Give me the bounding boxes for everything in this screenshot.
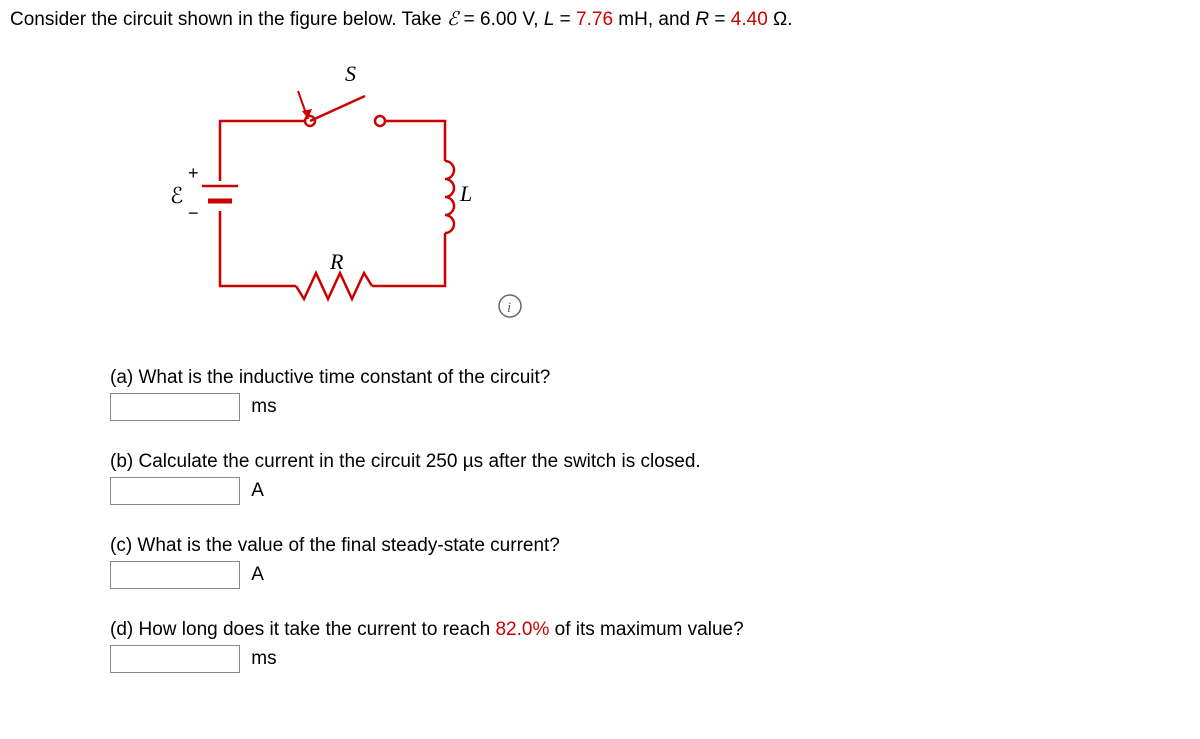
intro-prefix: Consider the circuit shown in the figure… (10, 9, 447, 30)
eps-eq: = 6.00 V, (458, 9, 543, 30)
inductor-label: L (459, 181, 472, 206)
question-intro: Consider the circuit shown in the figure… (10, 8, 1190, 31)
part-c-text: (c) What is the value of the final stead… (110, 535, 1190, 557)
part-a-input[interactable] (110, 393, 240, 421)
part-d-text: (d) How long does it take the current to… (110, 619, 1190, 641)
part-c-input[interactable] (110, 561, 240, 589)
part-b-unit: A (251, 480, 264, 501)
l-unit: mH, and (613, 9, 695, 30)
l-symbol: L (544, 9, 555, 30)
part-b-input[interactable] (110, 477, 240, 505)
part-a: (a) What is the inductive time constant … (110, 367, 1190, 421)
part-a-unit: ms (251, 396, 276, 417)
minus-label: − (188, 203, 199, 223)
part-d-unit: ms (251, 648, 276, 669)
l-eq: = (554, 9, 576, 30)
part-d-suffix: of its maximum value? (549, 619, 743, 640)
part-d-pct: 82.0% (495, 619, 549, 640)
part-b: (b) Calculate the current in the circuit… (110, 451, 1190, 505)
switch-label: S (345, 61, 356, 86)
eps-symbol: ℰ (447, 9, 459, 30)
part-b-text: (b) Calculate the current in the circuit… (110, 451, 1190, 473)
part-c-unit: A (251, 564, 264, 585)
part-d: (d) How long does it take the current to… (110, 619, 1190, 673)
part-d-input[interactable] (110, 645, 240, 673)
info-icon[interactable]: i (499, 295, 521, 317)
r-value: 4.40 (731, 9, 768, 30)
l-value: 7.76 (576, 9, 613, 30)
part-c: (c) What is the value of the final stead… (110, 535, 1190, 589)
resistor-label: R (329, 249, 344, 274)
circuit-diagram: S L R ℰ + − i (150, 51, 1190, 337)
r-unit: Ω. (768, 9, 793, 30)
r-eq: = (709, 9, 731, 30)
plus-label: + (188, 163, 199, 183)
part-d-prefix: (d) How long does it take the current to… (110, 619, 495, 640)
svg-text:i: i (507, 300, 511, 316)
r-symbol: R (695, 9, 709, 30)
emf-label: ℰ (170, 183, 183, 208)
part-a-text: (a) What is the inductive time constant … (110, 367, 1190, 389)
